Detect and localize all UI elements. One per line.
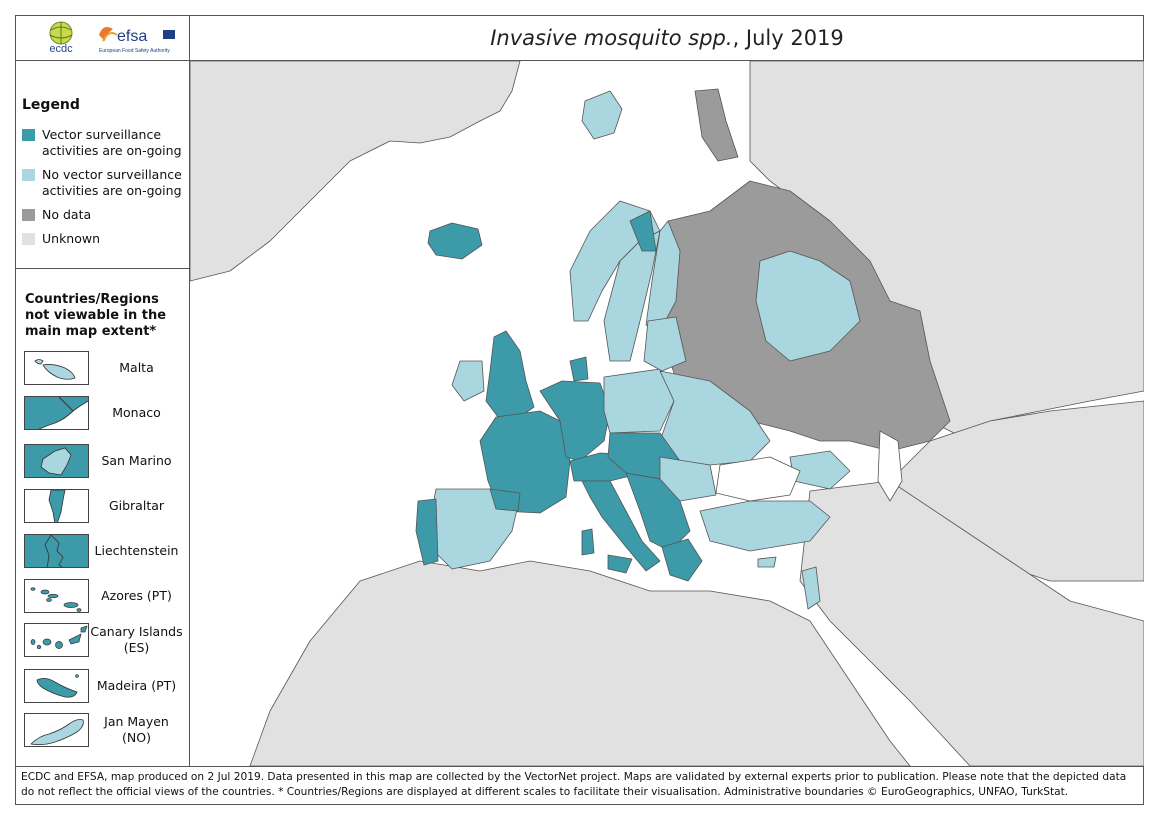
map-title-rest: , July 2019 bbox=[732, 25, 844, 50]
legend-label: Unknown bbox=[42, 231, 101, 246]
sea-black-sea bbox=[715, 456, 801, 502]
region-iceland bbox=[427, 222, 483, 260]
inset-gibraltar: Gibraltar bbox=[24, 489, 184, 525]
inset-azores: Azores (PT) bbox=[24, 579, 184, 615]
inset-label: Jan Mayen (NO) bbox=[104, 714, 169, 745]
inset-malta: Malta bbox=[24, 351, 184, 387]
region-middle-east bbox=[799, 480, 1144, 766]
inset-map-malta bbox=[24, 351, 89, 385]
region-greece bbox=[661, 538, 703, 582]
inset-map-jan-mayen bbox=[24, 713, 89, 747]
region-romania bbox=[659, 456, 717, 502]
sidebar: Legend Vector surveillance activities ar… bbox=[15, 61, 190, 766]
region-russia-surveillance-off bbox=[755, 250, 861, 362]
legend-item-surveillance: Vector surveillance activities are on-go… bbox=[22, 127, 192, 159]
inset-map-azores bbox=[24, 579, 89, 613]
region-baltics bbox=[643, 316, 687, 372]
inset-san-marino: San Marino bbox=[24, 444, 184, 480]
inset-title: Countries/Regions not viewable in the ma… bbox=[25, 292, 167, 339]
inset-label: Gibraltar bbox=[108, 498, 165, 513]
legend-swatch bbox=[22, 209, 35, 221]
footer-text: ECDC and EFSA, map produced on 2 Jul 201… bbox=[15, 766, 1144, 805]
map-title-italic: Invasive mosquito spp. bbox=[490, 25, 733, 50]
inset-map-madeira bbox=[24, 669, 89, 703]
region-turkey bbox=[699, 500, 831, 552]
legend-swatch bbox=[22, 233, 35, 245]
inset-madeira: Madeira (PT) bbox=[24, 669, 184, 705]
legend-separator bbox=[15, 268, 189, 269]
inset-map-liechtenstein bbox=[24, 534, 89, 568]
region-portugal bbox=[415, 498, 439, 566]
region-cyprus bbox=[757, 556, 777, 568]
inset-label: Canary Islands (ES) bbox=[90, 624, 183, 655]
region-lapland bbox=[629, 210, 657, 252]
inset-map-gibraltar bbox=[24, 489, 89, 523]
legend-label: No vector surveillance activities are on… bbox=[42, 167, 182, 198]
inset-label: Malta bbox=[119, 360, 154, 375]
region-finland bbox=[645, 220, 681, 332]
legend-label: Vector surveillance activities are on-go… bbox=[42, 127, 182, 158]
map-title: Invasive mosquito spp., July 2019 bbox=[490, 26, 844, 50]
region-sardinia bbox=[581, 528, 595, 556]
inset-map-monaco bbox=[24, 396, 89, 430]
legend-item-no-data: No data bbox=[22, 207, 91, 223]
region-caucasus bbox=[789, 450, 851, 490]
region-sicily bbox=[607, 554, 633, 574]
inset-label: Liechtenstein bbox=[94, 543, 179, 558]
svg-text:European Food Safety Authority: European Food Safety Authority bbox=[99, 48, 170, 54]
legend-swatch bbox=[22, 169, 35, 181]
region-catalonia bbox=[489, 488, 521, 512]
region-great-britain bbox=[485, 330, 535, 418]
region-israel-jordan bbox=[801, 566, 821, 610]
inset-label: San Marino bbox=[101, 453, 172, 468]
region-denmark bbox=[569, 356, 589, 382]
region-italy bbox=[581, 480, 661, 572]
svg-text:efsa: efsa bbox=[117, 28, 147, 45]
legend-swatch bbox=[22, 129, 35, 141]
inset-map-san-marino bbox=[24, 444, 89, 478]
inset-label: Azores (PT) bbox=[101, 588, 172, 603]
inset-canary-islands: Canary Islands (ES) bbox=[24, 623, 184, 659]
inset-jan-mayen: Jan Mayen (NO) bbox=[24, 713, 184, 749]
sea-caspian bbox=[877, 430, 903, 502]
main-map[interactable] bbox=[190, 61, 1144, 766]
region-benelux-germany bbox=[539, 380, 611, 462]
region-svalbard bbox=[581, 90, 623, 140]
region-france bbox=[479, 410, 571, 514]
svg-text:ecdc: ecdc bbox=[49, 43, 73, 55]
ecdc-logo: ecdc bbox=[49, 21, 73, 55]
region-balkans bbox=[625, 472, 691, 552]
region-novaya-zemlya bbox=[694, 88, 739, 162]
legend-title: Legend bbox=[22, 97, 80, 113]
inset-map-canary-islands bbox=[24, 623, 89, 657]
inset-label: Madeira (PT) bbox=[96, 678, 177, 693]
efsa-logo: efsa European Food Safety Authority bbox=[99, 27, 175, 54]
inset-monaco: Monaco bbox=[24, 396, 184, 432]
legend-label: No data bbox=[42, 207, 92, 222]
logo-area: ecdc efsa European Food Safety Authority bbox=[15, 15, 190, 61]
inset-label: Monaco bbox=[112, 405, 161, 420]
europe-map bbox=[190, 61, 1144, 766]
inset-liechtenstein: Liechtenstein bbox=[24, 534, 184, 570]
legend-item-unknown: Unknown bbox=[22, 231, 100, 247]
title-bar: Invasive mosquito spp., July 2019 bbox=[190, 15, 1144, 61]
legend-item-no-surveillance: No vector surveillance activities are on… bbox=[22, 167, 192, 199]
region-greenland bbox=[190, 61, 521, 282]
region-ireland bbox=[451, 360, 485, 402]
